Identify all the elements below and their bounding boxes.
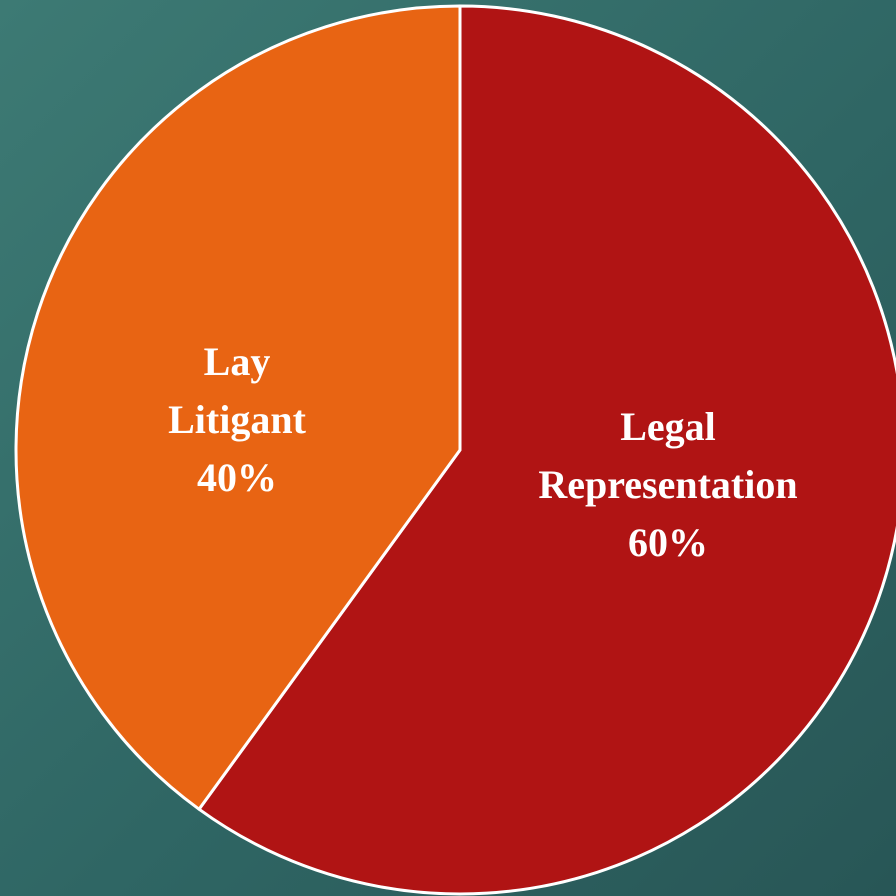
pie-slice [14,4,462,811]
slice-label: Legal Representation 60% [488,398,848,572]
value-label: 60% [628,520,708,565]
value-label: 40% [197,455,277,500]
slice-label: Lay Litigant 40% [137,333,337,507]
category-label: Legal Representation [538,404,798,507]
category-label: Lay Litigant [168,339,306,442]
pie-slice [197,4,896,896]
